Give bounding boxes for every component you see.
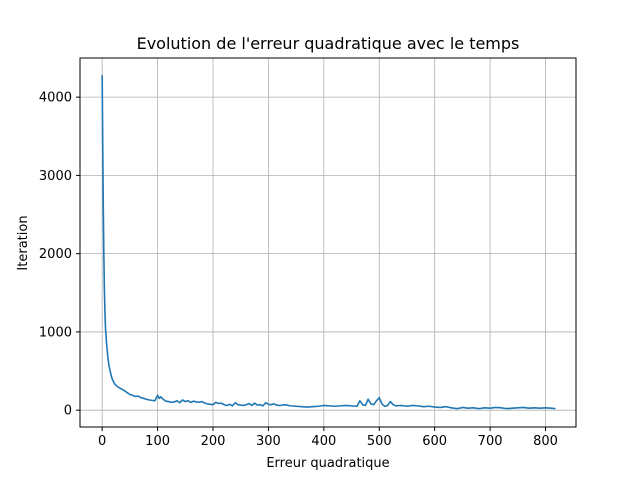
x-tick-label: 0: [98, 434, 106, 449]
series-layer: [101, 75, 556, 410]
y-tick-label: 1000: [39, 325, 72, 340]
y-tick-label: 3000: [39, 169, 72, 184]
x-axis-ticks: 0 100 200 300 400 500 600 700 800: [98, 427, 558, 449]
grid-layer: [80, 58, 576, 427]
x-tick-label: 300: [256, 434, 281, 449]
chart-title: Evolution de l'erreur quadratique avec l…: [137, 34, 520, 53]
y-tick-label: 2000: [39, 247, 72, 262]
x-tick-label: 800: [533, 434, 558, 449]
series-line: [101, 75, 556, 410]
y-axis-ticks: 0 1000 2000 3000 4000: [39, 91, 80, 419]
x-tick-label: 600: [422, 434, 447, 449]
x-axis-label: Erreur quadratique: [266, 456, 389, 471]
x-tick-label: 100: [145, 434, 170, 449]
y-tick-label: 4000: [39, 91, 72, 106]
x-tick-label: 700: [478, 434, 503, 449]
plot-frame: [79, 57, 577, 428]
y-axis-label: Iteration: [16, 215, 31, 270]
y-tick-label: 0: [64, 404, 72, 419]
x-tick-label: 500: [367, 434, 392, 449]
x-tick-label: 400: [311, 434, 336, 449]
x-tick-label: 200: [201, 434, 226, 449]
